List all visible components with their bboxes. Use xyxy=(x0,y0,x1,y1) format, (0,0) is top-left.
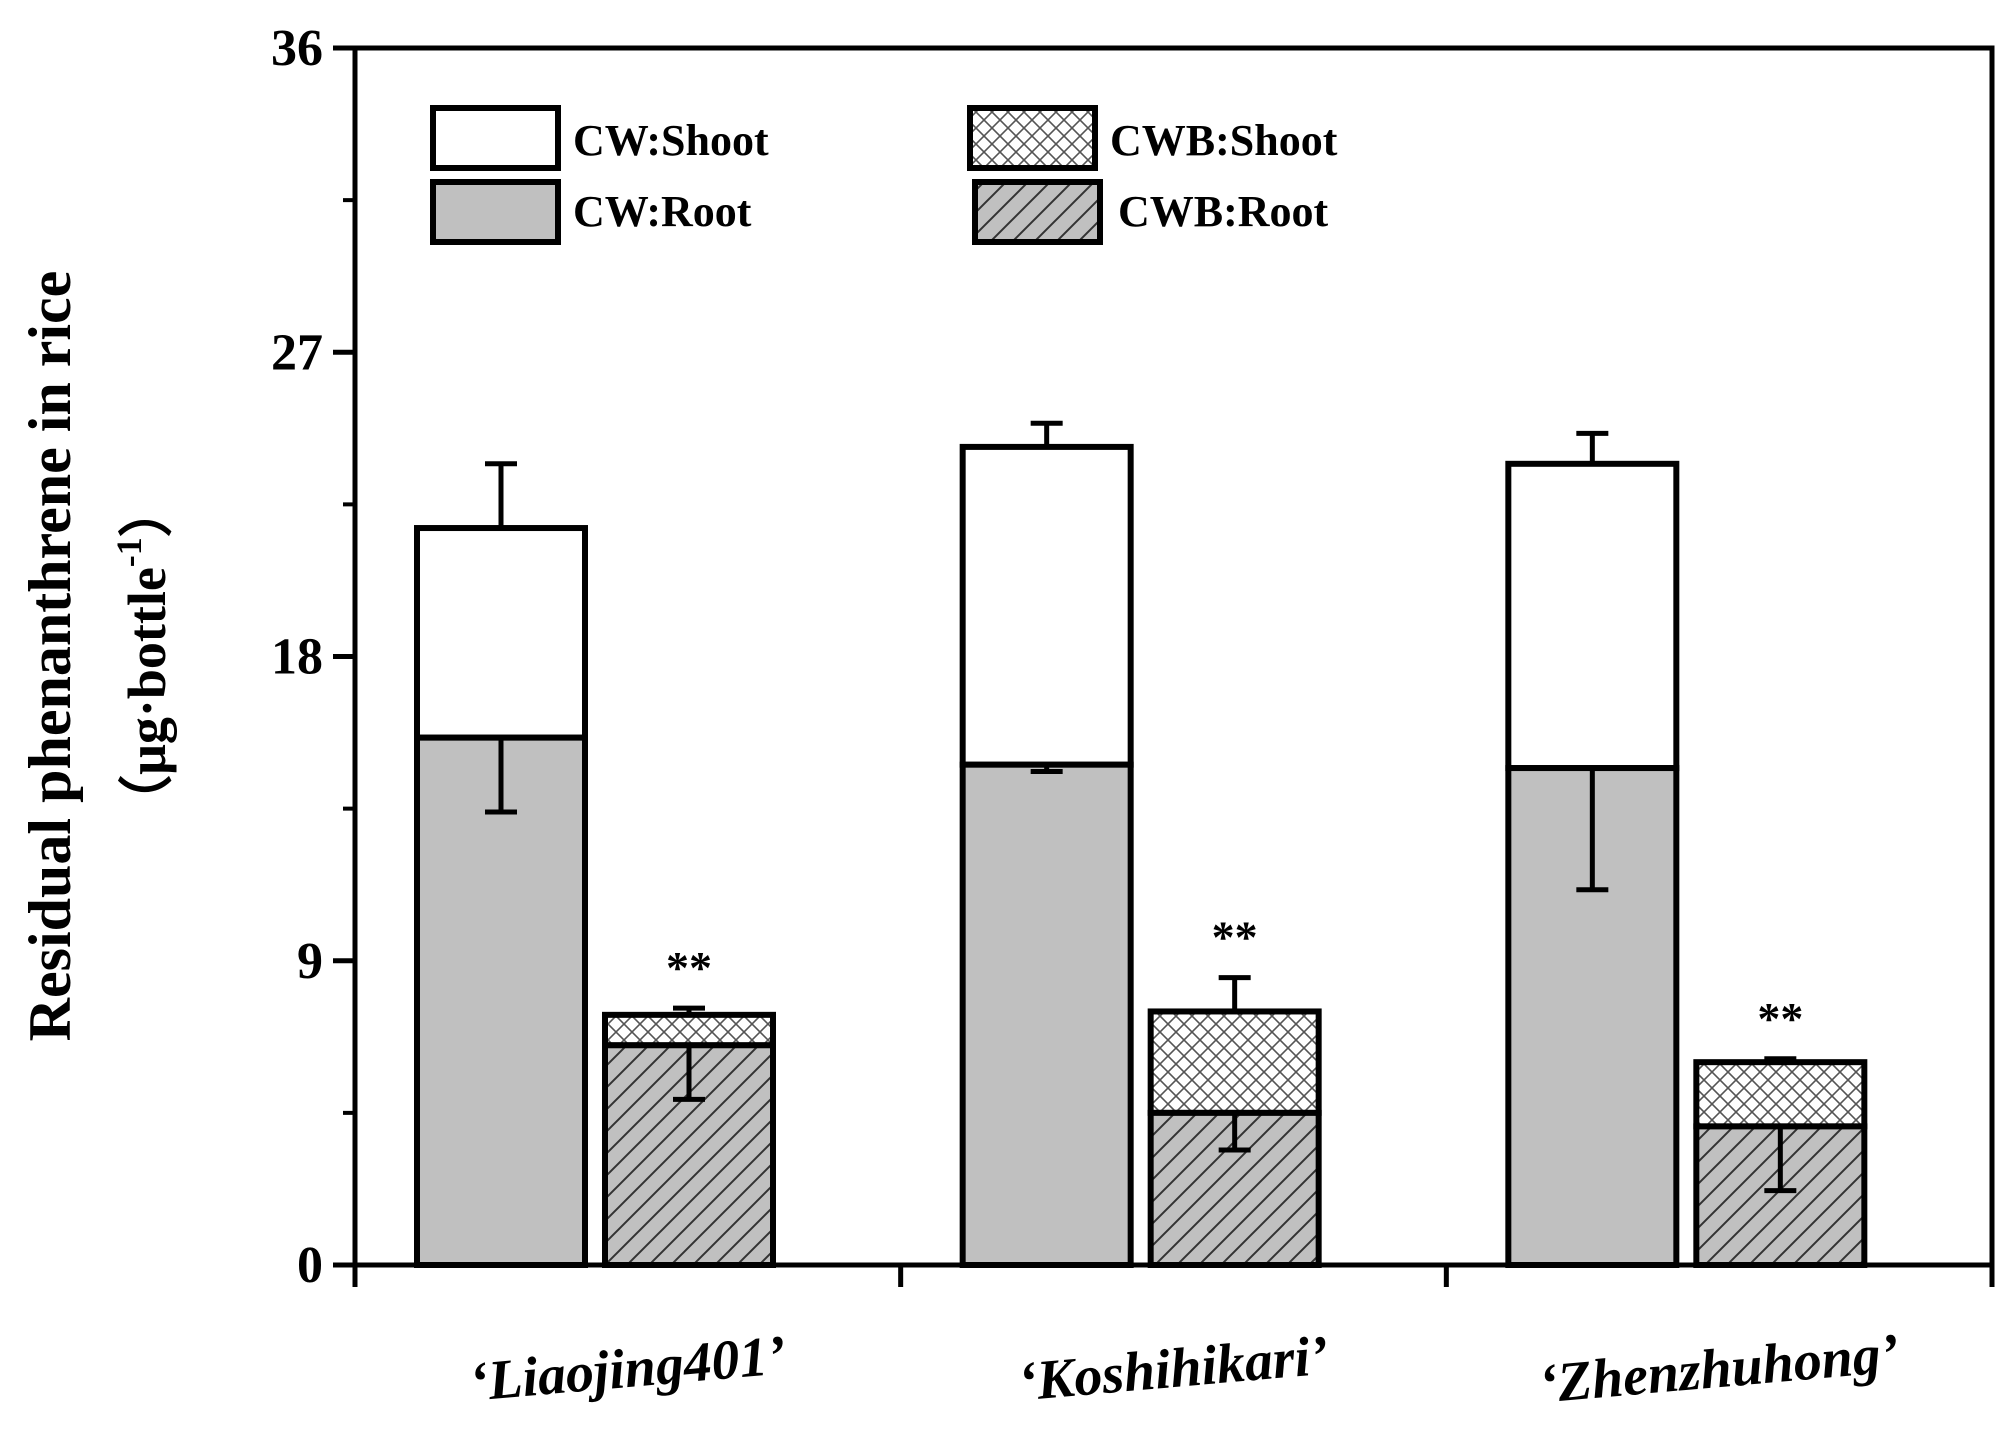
legend-label-cwb-root: CWB:Root xyxy=(1118,187,1329,236)
bar-cw-shoot-1 xyxy=(959,443,1134,768)
legend-swatch-cwb-shoot xyxy=(967,105,1098,171)
legend-label-cw-root: CW:Root xyxy=(573,187,752,236)
bar-cwb-shoot-2 xyxy=(1693,1059,1868,1130)
bar-cw-root-1 xyxy=(959,761,1134,1269)
bar-cwb-shoot-0 xyxy=(602,1011,776,1049)
legend-swatch-cw-root xyxy=(430,179,561,245)
x-category-label-2: ‘Zhenzhuhong’ xyxy=(1537,1322,1902,1415)
significance-annotation-0: ** xyxy=(666,942,712,993)
bar-cw-shoot-2 xyxy=(1505,460,1680,772)
y-axis-units-suffix: ） xyxy=(117,483,177,537)
x-category-label-1: ‘Koshihikari’ xyxy=(1016,1325,1331,1414)
significance-annotation-2: ** xyxy=(1757,993,1803,1044)
x-axis: ‘Liaojing401’ ‘Koshihikari’ ‘Zhenzhuhong’ xyxy=(352,1265,1995,1416)
y-tick-label-3: 27 xyxy=(271,324,323,381)
y-tick-label-1: 9 xyxy=(297,933,323,990)
y-axis: 0 9 18 27 36 xyxy=(271,20,355,1294)
bars-layer xyxy=(414,443,1868,1269)
y-tick-label-4: 36 xyxy=(271,20,323,77)
error-bars-layer xyxy=(485,420,1797,1194)
bar-cwb-shoot-1 xyxy=(1147,1008,1322,1116)
y-axis-units: （μg·bottle-1） xyxy=(109,483,177,829)
y-axis-label: Residual phenanthrene in rice （μg·bottle… xyxy=(17,271,177,1042)
annotations-layer: ** ** ** xyxy=(666,912,1803,1044)
legend-swatch-cwb-root xyxy=(972,179,1103,245)
bar-cw-root-0 xyxy=(414,734,588,1268)
bar-cw-shoot-0 xyxy=(414,525,588,741)
significance-annotation-1: ** xyxy=(1212,912,1258,963)
y-tick-label-2: 18 xyxy=(271,629,323,686)
y-axis-units-prefix: （μg·bottle xyxy=(117,567,177,829)
y-axis-title: Residual phenanthrene in rice xyxy=(17,271,83,1042)
x-category-label-0: ‘Liaojing401’ xyxy=(467,1324,789,1413)
legend-label-cwb-shoot: CWB:Shoot xyxy=(1110,116,1338,165)
legend-label-cw-shoot: CW:Shoot xyxy=(573,116,769,165)
legend: CW:Shoot CW:Root CWB:Shoot CWB:Root xyxy=(430,105,1338,245)
legend-swatch-cw-shoot xyxy=(430,105,561,171)
y-axis-units-exp: -1 xyxy=(109,537,149,567)
y-tick-label-0: 0 xyxy=(297,1237,323,1294)
